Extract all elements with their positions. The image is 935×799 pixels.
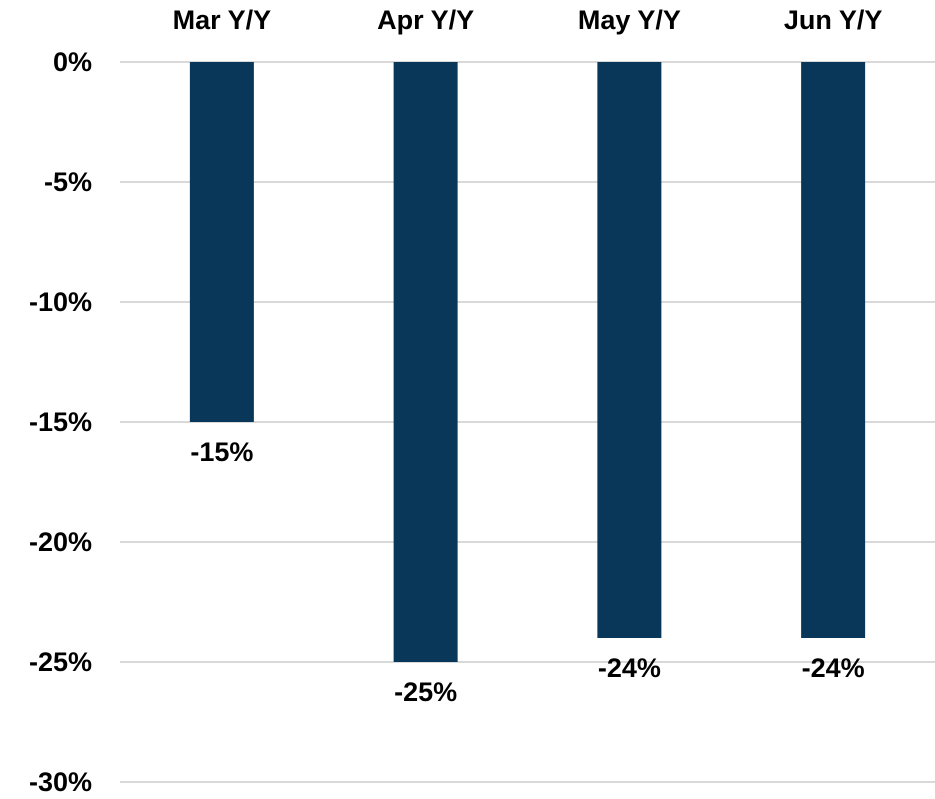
value-label: -24% xyxy=(802,653,865,683)
x-tick-label: Mar Y/Y xyxy=(173,5,272,35)
value-label: -15% xyxy=(190,437,253,467)
y-tick-label: -5% xyxy=(44,167,92,197)
x-tick-label: May Y/Y xyxy=(578,5,681,35)
bar xyxy=(393,62,458,662)
y-tick-label: 0% xyxy=(53,47,92,77)
value-label: -25% xyxy=(394,677,457,707)
y-tick-label: -30% xyxy=(29,767,92,797)
y-tick-label: -20% xyxy=(29,527,92,557)
x-tick-label: Jun Y/Y xyxy=(784,5,883,35)
x-tick-label: Apr Y/Y xyxy=(377,5,474,35)
bar xyxy=(189,62,254,422)
bar xyxy=(801,62,866,638)
bar xyxy=(597,62,662,638)
value-label: -24% xyxy=(598,653,661,683)
y-tick-label: -25% xyxy=(29,647,92,677)
y-tick-label: -10% xyxy=(29,287,92,317)
y-tick-label: -15% xyxy=(29,407,92,437)
